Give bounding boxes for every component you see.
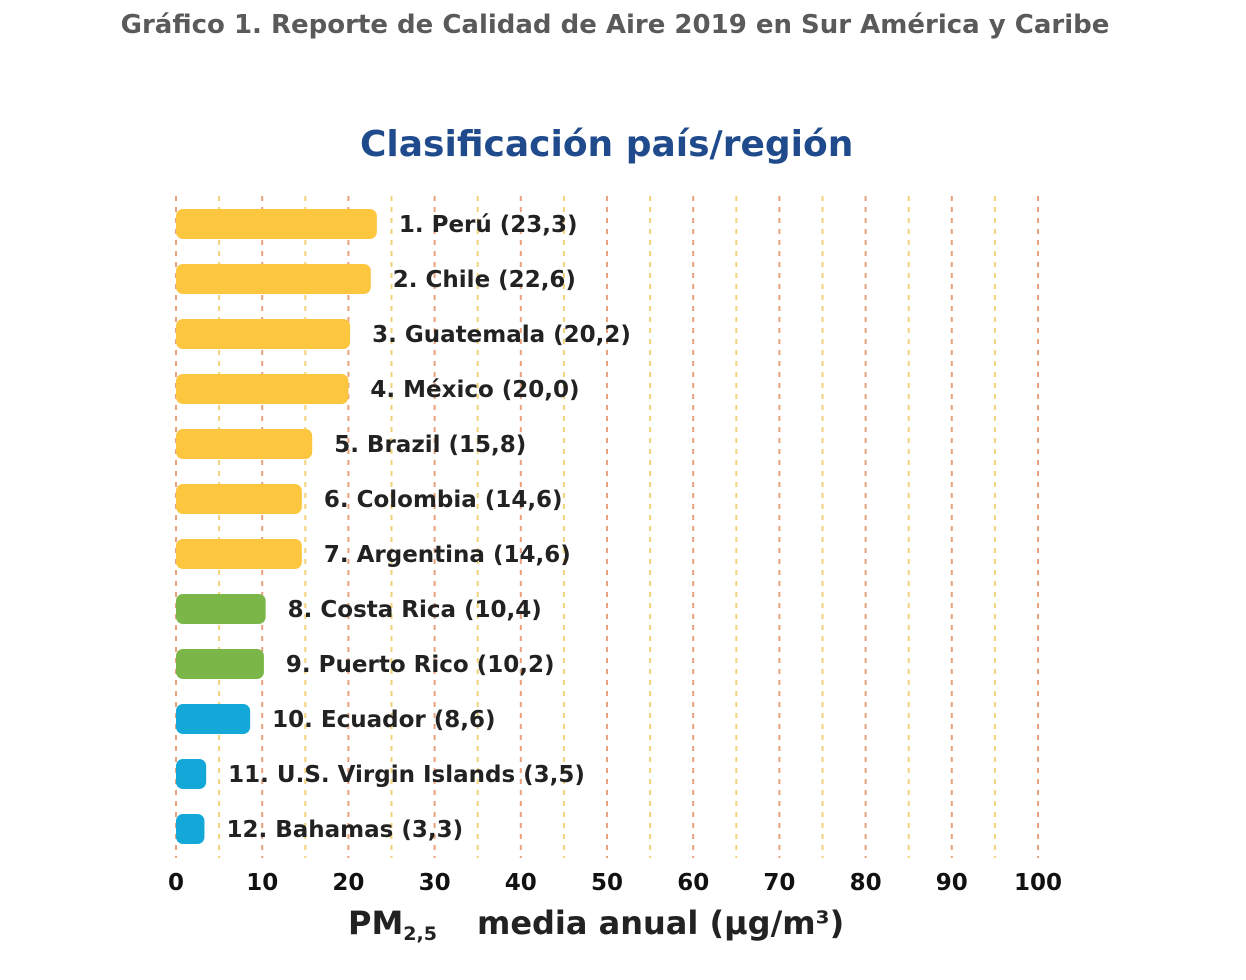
chart-title: Clasificación país/región [360,124,854,165]
bar-8 [176,594,266,624]
x-tick-20: 20 [332,870,364,896]
bar-label-4: 4. México (20,0) [370,377,579,403]
bar-1 [176,209,377,239]
x-tick-70: 70 [763,870,795,896]
bar-12 [176,814,205,844]
x-axis-quantity: PM [348,904,404,942]
x-axis-ticks: 0 10 20 30 40 50 60 70 80 90 100 [168,870,1062,896]
x-axis-title: PM2,5 media anual (μg/m³) [348,904,845,945]
bar-label-7: 7. Argentina (14,6) [324,542,571,568]
bar-10 [176,704,251,734]
bar-label-9: 9. Puerto Rico (10,2) [286,652,555,678]
bar-4 [176,374,349,404]
x-tick-80: 80 [850,870,882,896]
bar-label-12: 12. Bahamas (3,3) [226,817,463,843]
x-axis-subscript: 2,5 [403,923,437,945]
gridlines [175,196,1039,858]
bar-label-11: 11. U.S. Virgin Islands (3,5) [228,762,585,788]
bars [176,209,377,844]
x-tick-60: 60 [677,870,709,896]
x-tick-30: 30 [419,870,451,896]
bar-11 [176,759,207,789]
figure-caption: Gráfico 1. Reporte de Calidad de Aire 20… [120,10,1110,40]
bar-label-10: 10. Ecuador (8,6) [272,707,495,733]
bar-label-3: 3. Guatemala (20,2) [372,322,631,348]
x-tick-0: 0 [168,870,184,896]
bar-6 [176,484,302,514]
bar-5 [176,429,313,459]
bar-3 [176,319,351,349]
bar-label-2: 2. Chile (22,6) [393,267,576,293]
bar-labels: 1. Perú (23,3) 2. Chile (22,6) 3. Guatemal… [226,212,630,843]
bar-7 [176,539,302,569]
bar-2 [176,264,371,294]
x-axis-unit: media anual (μg/m³) [476,904,845,942]
bar-label-8: 8. Costa Rica (10,4) [288,597,542,623]
bar-label-1: 1. Perú (23,3) [399,212,578,238]
bar-9 [176,649,264,679]
x-tick-90: 90 [936,870,968,896]
x-tick-50: 50 [591,870,623,896]
bar-label-5: 5. Brazil (15,8) [334,432,526,458]
bar-label-6: 6. Colombia (14,6) [324,487,563,513]
x-tick-10: 10 [246,870,278,896]
x-tick-100: 100 [1014,870,1062,896]
x-tick-40: 40 [505,870,537,896]
